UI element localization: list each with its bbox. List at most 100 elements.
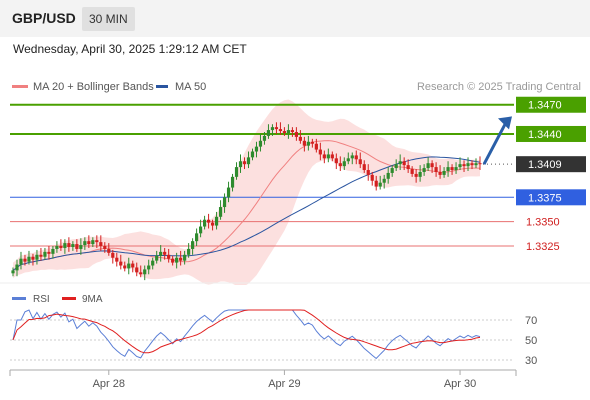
candle-body (111, 252, 115, 258)
candle-body (103, 246, 107, 249)
candle-body (446, 167, 450, 171)
candle-body (47, 251, 51, 254)
candle-body (266, 130, 271, 136)
candle-body (438, 171, 442, 175)
candle-body (198, 226, 203, 234)
candle-body (426, 163, 430, 169)
candle-body (414, 173, 418, 177)
datetime-label: Wednesday, April 30, 2025 1:29:12 AM CET (13, 42, 247, 56)
candle-body (179, 257, 183, 261)
candle-body (23, 258, 27, 262)
candle-body (338, 163, 342, 167)
candle-body (462, 164, 466, 167)
candle-body (346, 158, 350, 162)
candle-body (382, 178, 386, 183)
current-price-text: 1.3409 (528, 159, 562, 171)
level-tag-1.3440 (516, 125, 586, 142)
candle-body (115, 257, 119, 262)
candle-body (27, 256, 31, 262)
candle-body (442, 171, 446, 175)
x-tick-label: Apr 30 (444, 378, 476, 390)
candle-body (95, 240, 99, 243)
candle-body (127, 263, 131, 269)
levels-layer (10, 103, 514, 247)
candle-body (43, 251, 47, 257)
rsi-ma-line (12, 309, 481, 354)
candle-body (362, 164, 366, 171)
candle-body (175, 257, 179, 263)
candle-body (143, 269, 147, 275)
level-label-1.3350: 1.3350 (526, 217, 560, 229)
credit-label: Research © 2025 Trading Central (417, 81, 581, 93)
candle-body (258, 140, 263, 147)
candle-body (422, 168, 426, 172)
candle-body (79, 245, 83, 249)
candle-body (171, 258, 175, 263)
candle-body (470, 163, 474, 166)
candle-body (350, 155, 354, 159)
candle-body (99, 242, 103, 247)
candle-body (394, 164, 398, 169)
candle-body (191, 241, 195, 249)
projection-arrow-head (498, 116, 512, 130)
candle-body (298, 136, 302, 141)
candle-body (262, 135, 267, 141)
candle-body (430, 163, 434, 168)
candle-body (91, 240, 95, 245)
candle-body (410, 169, 414, 174)
rsi-ma-legend-swatch (62, 297, 76, 300)
candle-body (474, 163, 478, 166)
level-labels-layer: 1.3470 1.3440 1.3409 1.3375 1.3350 1.3325 (516, 96, 586, 253)
candle-body (406, 165, 410, 170)
candle-body (210, 222, 215, 226)
candle-body (450, 167, 454, 171)
candle-body (15, 264, 19, 271)
x-axis-ticks: Apr 28 Apr 29 Apr 30 (93, 370, 476, 390)
bollinger-band (13, 99, 480, 285)
candle-body (63, 243, 67, 248)
candle-body (83, 241, 87, 246)
timeframe-button[interactable]: 30 MIN (82, 7, 135, 31)
candle-body (434, 167, 438, 172)
candle-body (334, 158, 338, 164)
candles-layer (11, 122, 482, 281)
candle-body (214, 216, 219, 226)
candle-body (163, 251, 167, 255)
candle-body (187, 248, 191, 255)
candle-body (286, 130, 291, 133)
candle-body (234, 167, 239, 177)
ma20-legend-label: MA 20 + Bollinger Bands (33, 81, 154, 93)
candle-body (270, 127, 275, 131)
candle-body (342, 161, 346, 167)
candle-body (19, 258, 23, 265)
candle-body (159, 251, 163, 256)
candle-body (119, 261, 123, 266)
candle-body (151, 260, 155, 266)
level-tag-1.3470 (516, 96, 586, 113)
candle-body (39, 254, 43, 257)
candle-body (370, 174, 374, 181)
ma50-legend-label: MA 50 (175, 81, 206, 93)
rsi-line (12, 309, 481, 360)
candle-body (226, 187, 231, 198)
rsi-tick-50: 50 (525, 335, 537, 347)
bollinger-layer (13, 99, 480, 285)
candle-body (418, 171, 422, 177)
candle-body (402, 161, 406, 166)
level-label-1.3440: 1.3440 (528, 129, 562, 141)
header-bar: GBP/USD 30 MIN (0, 0, 590, 37)
candle-body (330, 154, 334, 159)
candle-body (254, 146, 259, 152)
candle-body (454, 167, 458, 171)
candle-body (366, 170, 370, 175)
candle-body (55, 246, 59, 249)
symbol-label: GBP/USD (12, 10, 76, 26)
rsi-tick-30: 30 (525, 355, 537, 367)
candle-body (222, 197, 227, 208)
candle-body (390, 168, 394, 173)
candle-body (290, 130, 295, 133)
price-layers: 1.3470 1.3440 1.3409 1.3375 1.3350 1.3325 (10, 96, 586, 285)
candle-body (87, 241, 91, 245)
candle-body (358, 159, 362, 165)
